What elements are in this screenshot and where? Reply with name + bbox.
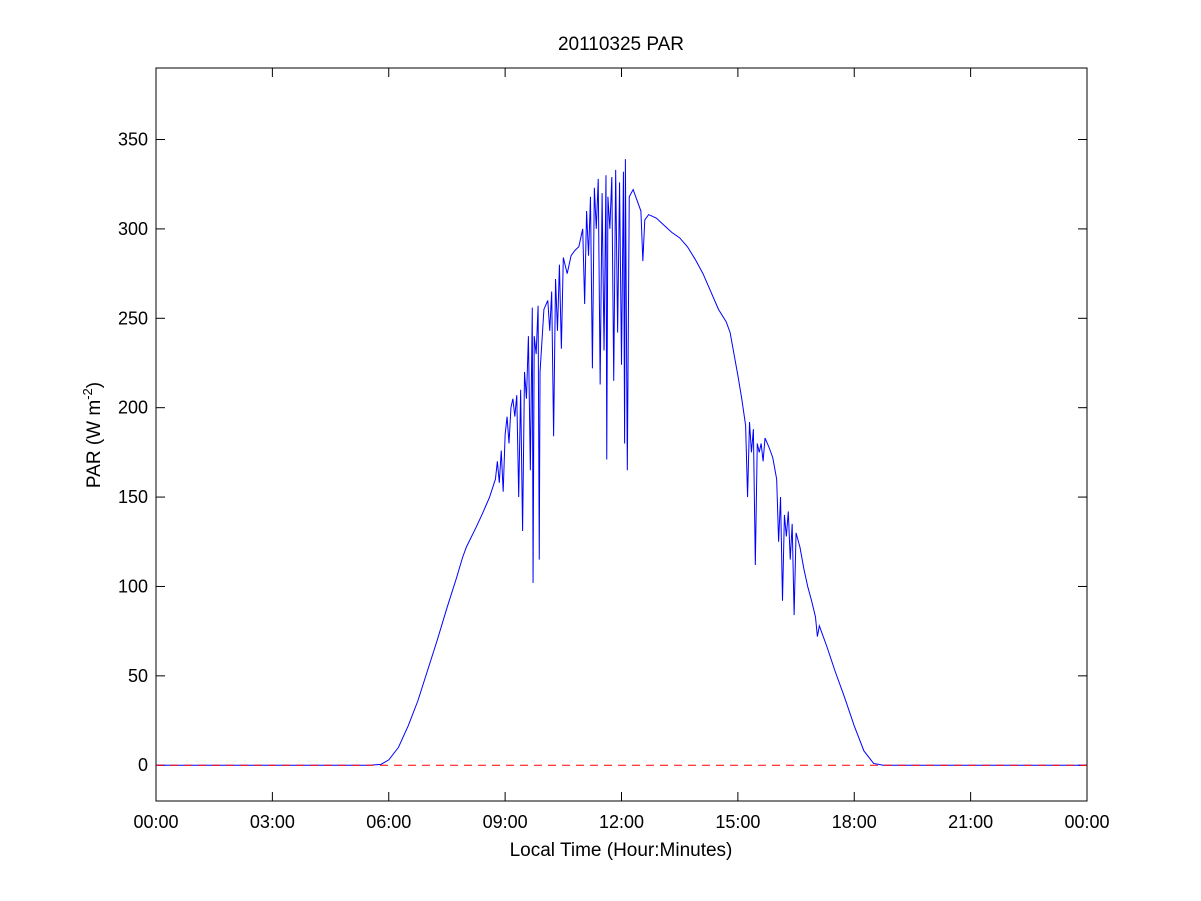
x-tick-label: 21:00 [948,812,993,832]
x-axis: 00:00 03:00 06:00 09:00 12:00 15:00 18:00 21:00… [133,68,1110,832]
par-series-line [156,159,1087,766]
y-axis-title-superscript: -2 [80,388,95,400]
x-tick-label: 09:00 [483,812,528,832]
y-axis-title: PAR (W m-2) [80,382,105,488]
y-tick-label: 300 [118,219,148,239]
y-tick-label: 250 [118,308,148,328]
y-tick-label: 200 [118,398,148,418]
x-tick-label: 12:00 [599,812,644,832]
y-tick-label: 150 [118,487,148,507]
y-tick-label: 350 [118,130,148,150]
y-axis-title-close: ) [84,382,105,388]
y-axis-title-main: PAR (W m [84,400,105,488]
y-axis: 0 50 100 150 200 250 300 350 [118,130,1087,775]
series-layer [156,159,1087,766]
chart-title: 20110325 PAR [558,34,684,55]
x-tick-label: 15:00 [715,812,760,832]
x-tick-label: 06:00 [366,812,411,832]
x-tick-label: 00:00 [1064,812,1109,832]
plot-frame [155,67,1088,802]
y-tick-label: 100 [118,576,148,596]
x-tick-label: 18:00 [832,812,877,832]
y-tick-label: 50 [128,666,148,686]
x-tick-label: 03:00 [250,812,295,832]
x-tick-label: 00:00 [133,812,178,832]
y-tick-label: 0 [138,755,148,775]
x-axis-title: Local Time (Hour:Minutes) [510,840,733,861]
